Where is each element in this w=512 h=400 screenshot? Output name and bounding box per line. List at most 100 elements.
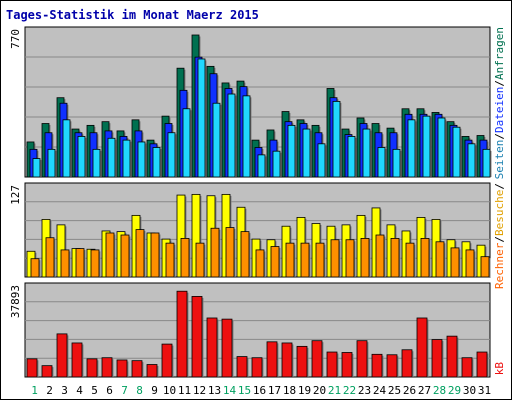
bar-pages-7 <box>122 139 131 178</box>
x-tick-label-25: 25 <box>388 384 401 397</box>
legend-sep: / <box>493 236 506 243</box>
bar-pages-21 <box>332 100 341 178</box>
x-tick-label-15: 15 <box>238 384 251 397</box>
bar-pages-14 <box>227 93 236 178</box>
x-tick-label-9: 9 <box>151 384 158 397</box>
x-tick-label-16: 16 <box>253 384 266 397</box>
x-tick-label-22: 22 <box>343 384 356 397</box>
x-tick-label-29: 29 <box>448 384 461 397</box>
legend-visits: Besuche <box>493 190 506 236</box>
bar-sites-2 <box>45 237 55 278</box>
bar-sites-1 <box>30 258 40 278</box>
bar-pages-6 <box>107 137 116 178</box>
bar-sites-24 <box>375 234 385 278</box>
bar-sites-3 <box>60 249 70 278</box>
legend-kbytes: kB <box>493 362 506 376</box>
bar-kbytes-27 <box>416 317 428 378</box>
bar-sites-22 <box>345 239 355 278</box>
bar-kbytes-1 <box>26 358 38 378</box>
x-tick-label-10: 10 <box>163 384 176 397</box>
x-tick-label-4: 4 <box>76 384 83 397</box>
bar-kbytes-17 <box>266 341 278 378</box>
bar-pages-23 <box>362 128 371 178</box>
bar-pages-8 <box>137 141 146 178</box>
y-max-label-middle: 127 <box>9 185 22 205</box>
x-tick-label-26: 26 <box>403 384 416 397</box>
bar-kbytes-25 <box>386 354 398 378</box>
bar-kbytes-9 <box>146 364 158 378</box>
bar-kbytes-14 <box>221 318 233 378</box>
bar-pages-10 <box>167 132 176 178</box>
bar-pages-12 <box>197 58 206 178</box>
bar-pages-18 <box>287 124 296 178</box>
bar-sites-16 <box>255 249 265 278</box>
x-tick-label-13: 13 <box>208 384 221 397</box>
legend-pages: Seiten <box>493 140 506 180</box>
bar-pages-2 <box>47 148 56 178</box>
bar-kbytes-19 <box>296 345 308 378</box>
bar-kbytes-22 <box>341 352 353 378</box>
bar-kbytes-29 <box>446 335 458 378</box>
x-tick-label-17: 17 <box>268 384 281 397</box>
bar-kbytes-24 <box>371 353 383 378</box>
bar-pages-19 <box>302 128 311 178</box>
chart-title: Tages-Statistik im Monat Maerz 2015 <box>6 8 259 22</box>
bar-pages-13 <box>212 102 221 178</box>
bar-pages-22 <box>347 136 356 178</box>
bar-pages-25 <box>392 148 401 178</box>
bar-pages-5 <box>92 148 101 178</box>
bar-kbytes-16 <box>251 357 263 378</box>
bar-sites-28 <box>435 241 445 278</box>
bar-kbytes-13 <box>206 317 218 378</box>
x-tick-label-20: 20 <box>313 384 326 397</box>
bar-sites-9 <box>150 232 160 278</box>
bar-kbytes-6 <box>101 357 113 378</box>
legend-files: Dateien <box>493 87 506 133</box>
x-tick-label-8: 8 <box>136 384 143 397</box>
bar-sites-17 <box>270 246 280 278</box>
bar-sites-4 <box>75 248 85 278</box>
legend-sep: / <box>493 80 506 87</box>
bar-sites-30 <box>465 249 475 278</box>
bar-pages-29 <box>452 126 461 178</box>
x-tick-label-7: 7 <box>121 384 128 397</box>
legend-hits: Anfragen <box>493 27 506 80</box>
bar-kbytes-5 <box>86 358 98 378</box>
bar-pages-27 <box>422 115 431 178</box>
bar-sites-26 <box>405 242 415 278</box>
x-tick-label-2: 2 <box>46 384 53 397</box>
bar-kbytes-30 <box>461 357 473 378</box>
bar-pages-4 <box>77 136 86 178</box>
bar-kbytes-28 <box>431 339 443 378</box>
x-tick-label-6: 6 <box>106 384 113 397</box>
legend-top: Seiten/Dateien/Anfragen <box>493 27 506 179</box>
bar-kbytes-4 <box>71 342 83 378</box>
bar-pages-1 <box>32 158 41 178</box>
bar-pages-30 <box>467 143 476 178</box>
bar-sites-7 <box>120 234 130 278</box>
bar-sites-31 <box>480 256 490 278</box>
bar-kbytes-10 <box>161 343 173 378</box>
bar-sites-29 <box>450 247 460 278</box>
bar-pages-9 <box>152 147 161 178</box>
bar-pages-20 <box>317 143 326 178</box>
x-tick-label-11: 11 <box>178 384 191 397</box>
x-tick-label-31: 31 <box>478 384 491 397</box>
legend-sites: Rechner <box>493 242 506 289</box>
bar-kbytes-23 <box>356 340 368 378</box>
bar-sites-19 <box>300 242 310 278</box>
x-tick-label-1: 1 <box>31 384 38 397</box>
bar-sites-14 <box>225 227 235 278</box>
bar-sites-15 <box>240 231 250 278</box>
bar-sites-12 <box>195 242 205 278</box>
x-tick-label-14: 14 <box>223 384 237 397</box>
bar-pages-11 <box>182 108 191 178</box>
x-tick-label-27: 27 <box>418 384 431 397</box>
x-tick-label-18: 18 <box>283 384 296 397</box>
bar-sites-27 <box>420 238 430 278</box>
bar-kbytes-20 <box>311 340 323 378</box>
bar-kbytes-2 <box>41 365 53 378</box>
x-tick-label-28: 28 <box>433 384 446 397</box>
bar-kbytes-8 <box>131 360 143 378</box>
